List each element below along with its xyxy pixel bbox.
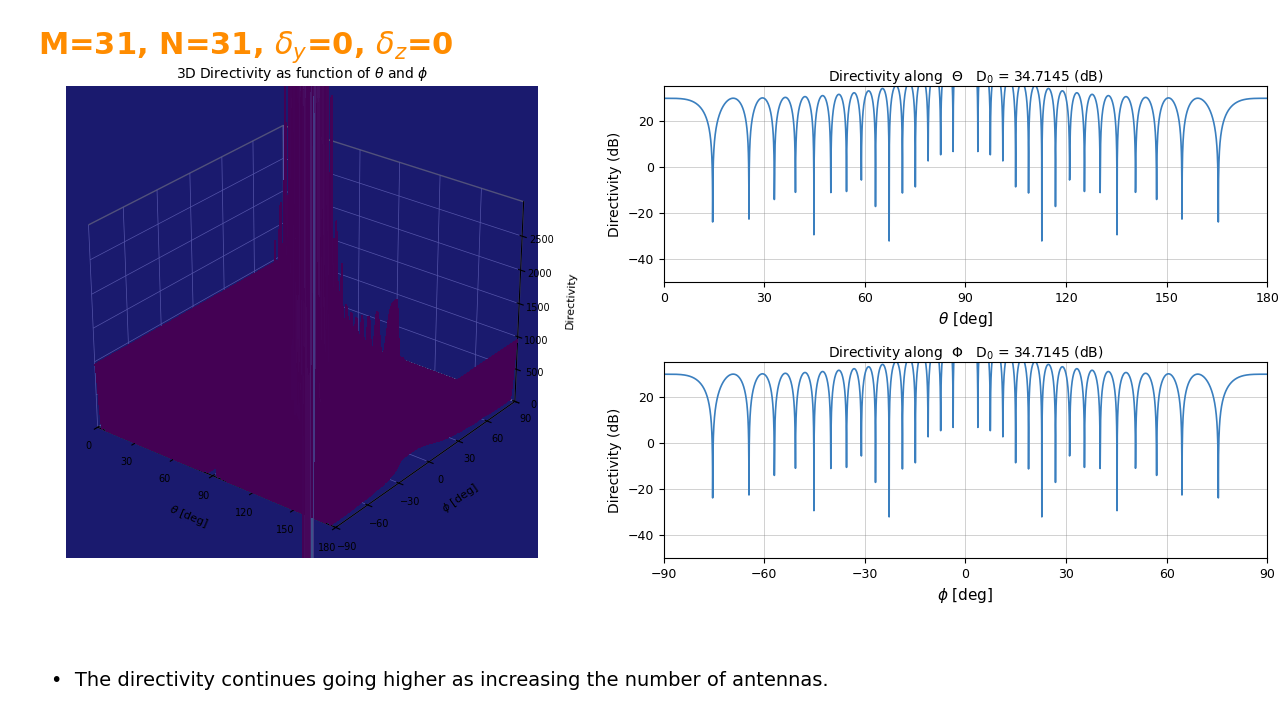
Text: •  The directivity continues going higher as increasing the number of antennas.: • The directivity continues going higher…: [51, 671, 829, 690]
X-axis label: $\theta$ [deg]: $\theta$ [deg]: [938, 310, 993, 329]
Y-axis label: $\phi$ [deg]: $\phi$ [deg]: [439, 481, 480, 516]
Y-axis label: Directivity (dB): Directivity (dB): [608, 408, 622, 513]
Title: Directivity along  $\Theta$   D$_0$ = 34.7145 (dB): Directivity along $\Theta$ D$_0$ = 34.71…: [828, 68, 1103, 86]
Y-axis label: Directivity (dB): Directivity (dB): [608, 132, 622, 237]
Title: Directivity along  $\Phi$   D$_0$ = 34.7145 (dB): Directivity along $\Phi$ D$_0$ = 34.7145…: [828, 343, 1103, 361]
X-axis label: $\theta$ [deg]: $\theta$ [deg]: [166, 502, 210, 531]
Text: M=31, N=31, $\delta_y$=0, $\delta_z$=0: M=31, N=31, $\delta_y$=0, $\delta_z$=0: [38, 29, 454, 65]
Title: 3D Directivity as function of $\theta$ and $\phi$: 3D Directivity as function of $\theta$ a…: [175, 65, 428, 83]
X-axis label: $\phi$ [deg]: $\phi$ [deg]: [937, 586, 993, 606]
